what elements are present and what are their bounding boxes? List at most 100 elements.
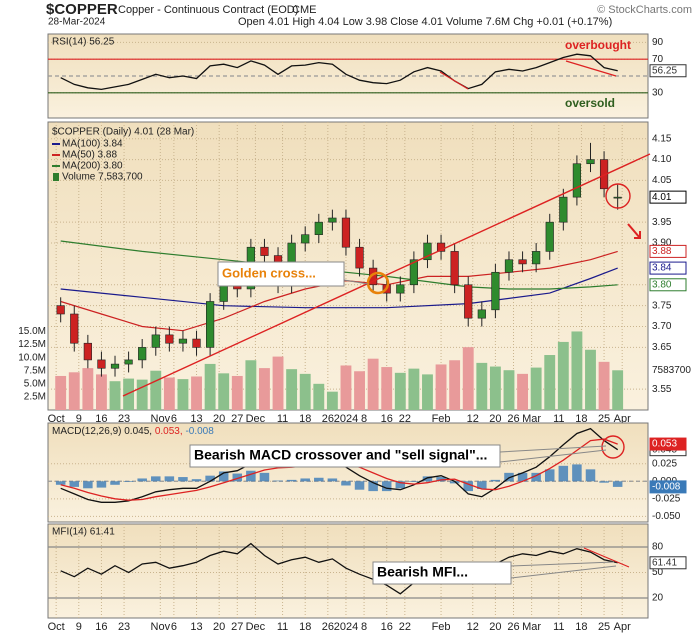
legend-swatch [53, 173, 59, 181]
panel [47, 422, 649, 523]
last-value-box [649, 64, 687, 78]
candle-body [545, 221, 554, 252]
annotation-text: Golden cross... [222, 265, 316, 280]
x-tick-label: 8 [361, 413, 367, 425]
x-tick-label: 18 [299, 413, 311, 425]
panel-title: RSI(14) 56.25 [52, 37, 115, 48]
volume-bar [326, 391, 338, 410]
y-tick-label: 3.75 [652, 300, 672, 311]
x-tick-label: 13 [190, 413, 202, 425]
histogram-bar [449, 481, 460, 484]
histogram-bar [123, 481, 134, 482]
volume-bar [272, 356, 284, 410]
volume-bar [354, 371, 365, 410]
x-tick-label: 27 [231, 413, 243, 425]
histogram-bar [463, 481, 473, 492]
histogram-bar [599, 481, 609, 483]
histogram-bar [55, 481, 66, 485]
volume-bar [367, 358, 379, 410]
histogram-bar [137, 478, 147, 482]
last-value-box [649, 437, 687, 451]
x-tick-label: 23 [118, 413, 130, 425]
legend-entry: 0.053, [155, 426, 183, 437]
histogram-bar [341, 481, 351, 486]
y-tick-label: 4.05 [652, 175, 672, 186]
instrument-name: Copper - Continuous Contract (EOD) [118, 4, 298, 16]
histogram-bar [286, 479, 297, 482]
histogram-bar [164, 476, 175, 482]
y-tick-label: 50 [652, 567, 664, 578]
histogram-bar [544, 469, 555, 482]
histogram-bar [151, 476, 161, 482]
annotation-box [372, 561, 512, 585]
candle-body [613, 196, 622, 199]
candle-body [70, 313, 79, 344]
histogram-bar [531, 472, 541, 482]
histogram-bar [395, 481, 406, 489]
y-tick-label: 4.10 [652, 154, 672, 165]
x-tick-label: 26 [322, 413, 334, 425]
volume-bar [313, 383, 325, 410]
volume-tick-label: 10.0M [18, 352, 46, 363]
plot-area: 30 70 90 56.25 RSI(14) 56.25 4.15 4.10 4.05 3.95… [18, 33, 691, 633]
leader-line [343, 279, 369, 285]
y-tick-label: 0.025 [652, 458, 677, 469]
y-tick-label: 70 [652, 54, 664, 65]
x-tick-label: 26 [322, 621, 334, 633]
histogram-bar [69, 481, 80, 487]
volume-bar [82, 368, 94, 410]
candle-body [314, 221, 323, 235]
candle-body [396, 284, 405, 294]
annotation-box [217, 261, 345, 287]
y-tick-label: 20 [652, 593, 664, 604]
y-tick-label: -0.050 [652, 511, 681, 522]
volume-bar [245, 360, 257, 410]
histogram-bar [327, 478, 338, 482]
last-value-box [649, 190, 687, 204]
y-tick-label: 30 [652, 87, 664, 98]
last-value-label: 4.01 [652, 192, 672, 203]
candle-body [409, 259, 418, 286]
volume-bar [123, 378, 135, 410]
date: 28-Mar-2024 [48, 17, 106, 28]
last-value-box [649, 244, 687, 258]
candle-body [341, 217, 351, 248]
volume-tick-label: 12.5M [18, 339, 46, 350]
last-value-label: 3.84 [652, 263, 672, 274]
x-tick-label: Feb [432, 413, 451, 425]
histogram-bar [436, 477, 446, 482]
last-value-box [649, 556, 687, 570]
x-tick-label: 12 [467, 413, 479, 425]
histogram-bar [477, 481, 487, 489]
candle-body [586, 159, 595, 165]
x-tick-label: Oct [48, 621, 65, 633]
last-value-box [649, 278, 687, 292]
candle-body [464, 284, 473, 319]
histogram-bar [259, 472, 270, 482]
x-tick-label: 20 [489, 413, 501, 425]
x-tick-label: 9 [76, 413, 82, 425]
x-tick-label: Nov [151, 413, 171, 425]
x-tick-label: 26 [507, 413, 519, 425]
volume-bar [150, 370, 162, 410]
last-value-label: -0.008 [652, 482, 681, 493]
histogram-bar [504, 472, 514, 482]
candle-body [151, 334, 160, 348]
volume-bar [109, 381, 121, 410]
volume-tick-label: 15.0M [18, 326, 46, 337]
volume-bar [476, 362, 488, 410]
x-tick-label: 27 [231, 621, 243, 633]
candle-body [124, 359, 133, 365]
x-tick-label: 18 [575, 413, 587, 425]
histogram-bar [490, 479, 501, 482]
x-tick-label: 11 [553, 621, 564, 633]
volume-bar [530, 367, 542, 410]
candle-body [56, 305, 65, 315]
histogram-bar [191, 479, 202, 482]
annotation-text: Bearish MACD crossover and "sell signal"… [194, 447, 487, 463]
last-value-box [649, 480, 687, 494]
legend-title: $COPPER (Daily) 4.01 (28 Mar) [52, 127, 194, 138]
down-arrow [627, 223, 641, 239]
candle-body [328, 217, 337, 223]
x-tick-label: Nov [151, 621, 171, 633]
